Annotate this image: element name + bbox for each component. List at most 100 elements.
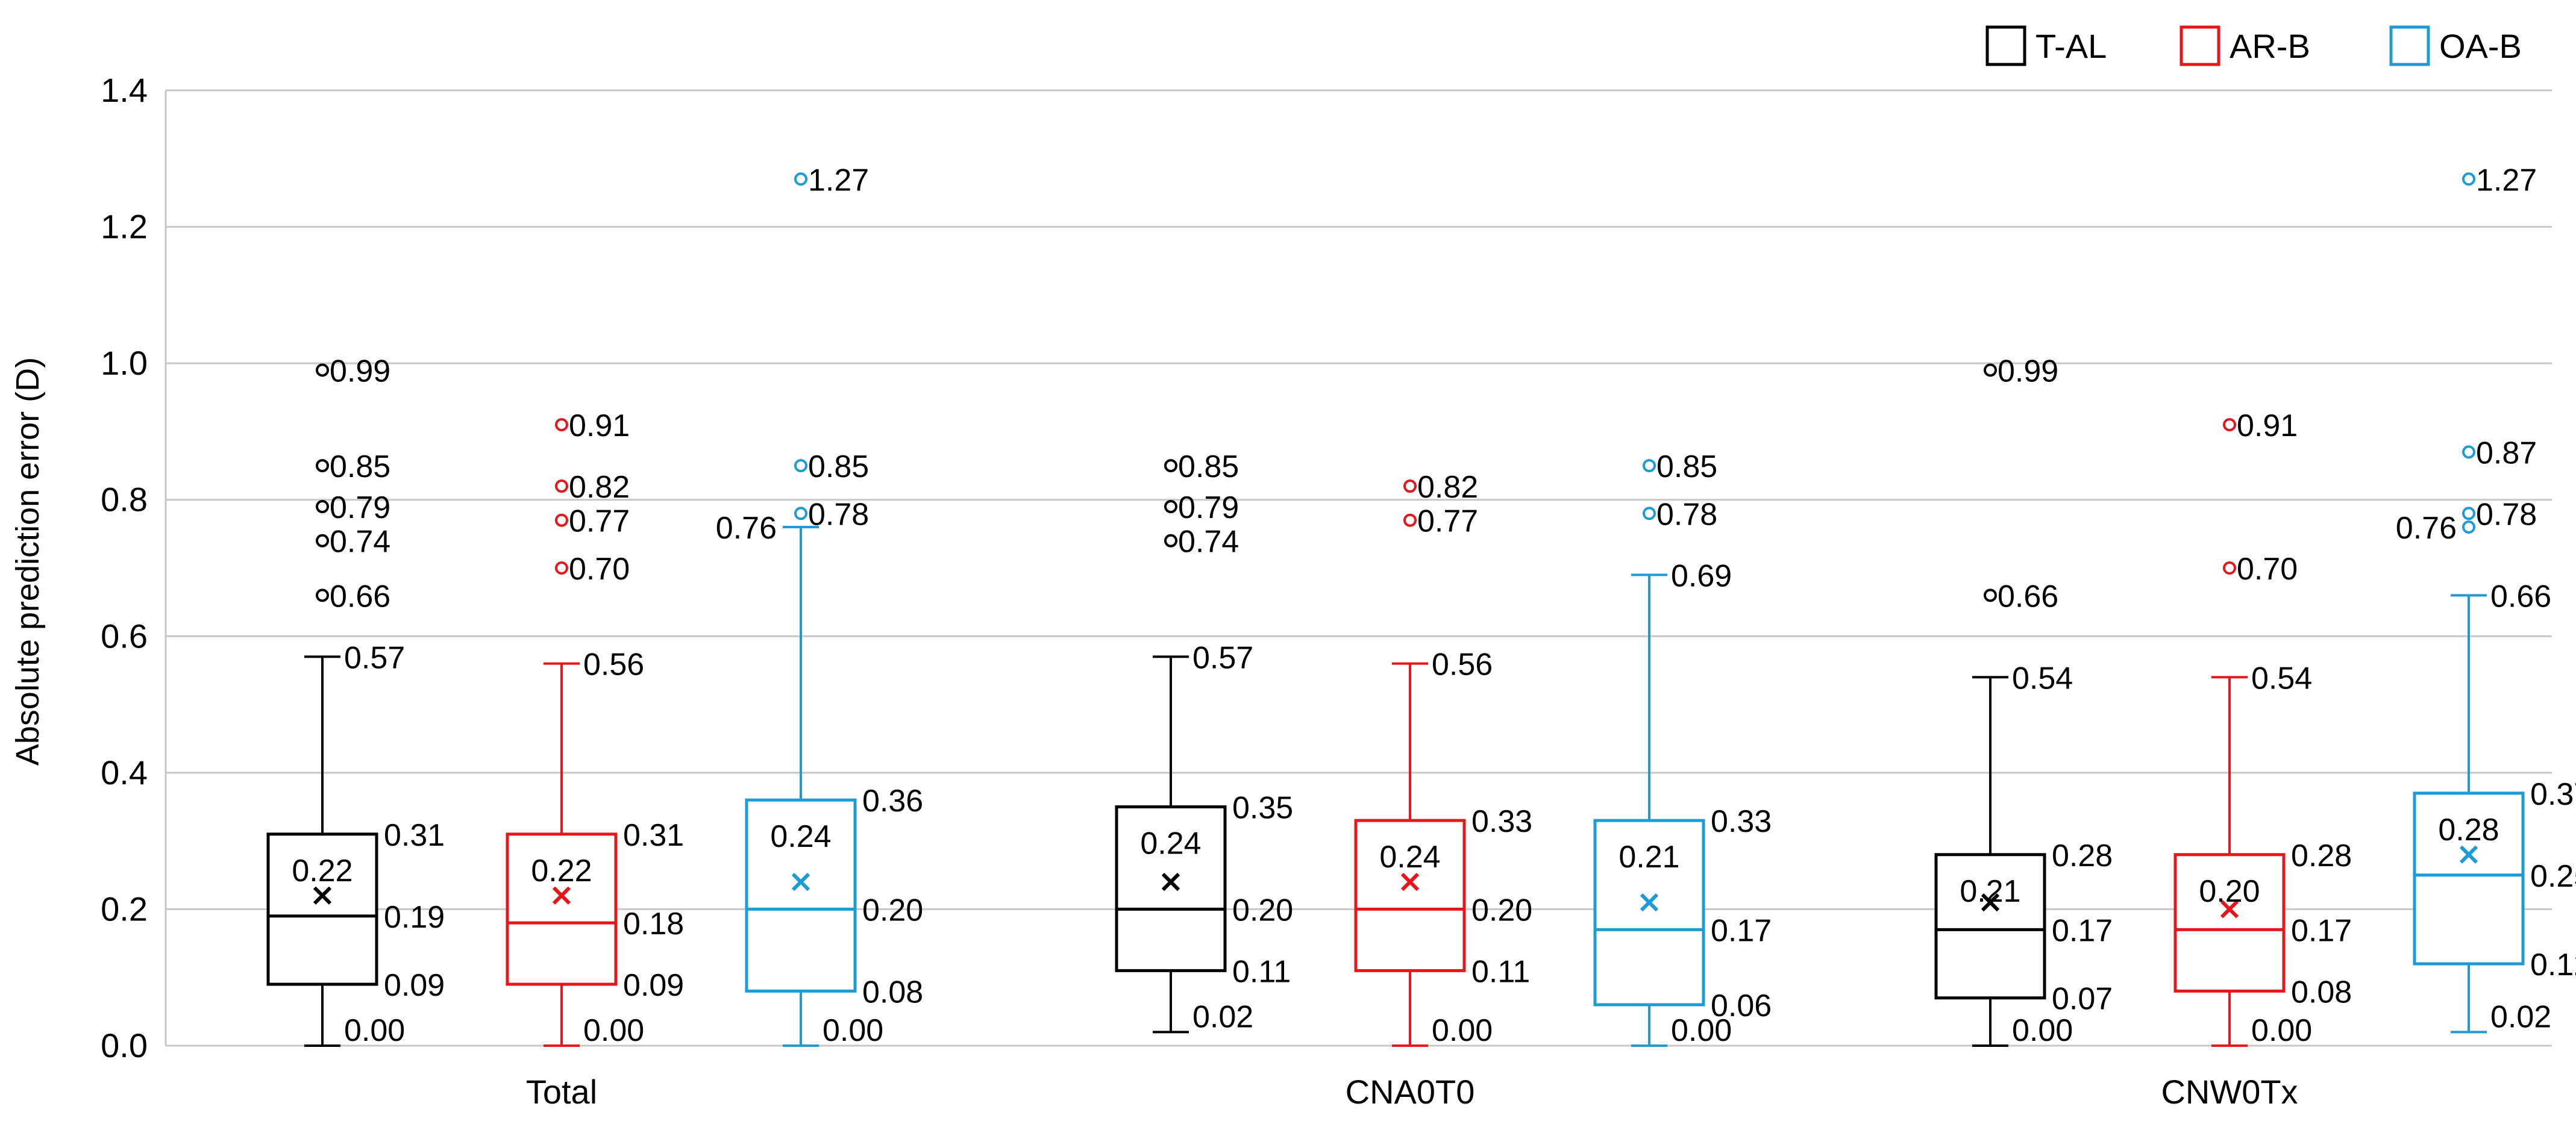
mean-marker <box>552 886 571 905</box>
legend-label-AR-B: AR-B <box>2230 27 2310 65</box>
mean-label: 0.22 <box>531 854 592 888</box>
legend: T-AL AR-B OA-B <box>1985 25 2522 66</box>
max-label: 0.56 <box>583 648 644 682</box>
x-category-label: CNW0Tx <box>2161 1073 2298 1111</box>
iqr-box <box>1115 805 1227 972</box>
q3-label: 0.31 <box>384 818 445 853</box>
min-label: 0.00 <box>1671 1013 1732 1048</box>
outlier-label: 1.27 <box>2476 163 2537 198</box>
max-label: 0.57 <box>1192 640 1253 675</box>
iqr-box <box>2173 853 2286 993</box>
outlier-point <box>1643 459 1656 473</box>
max-label: 0.54 <box>2012 661 2073 696</box>
outlier-label: 0.70 <box>569 552 630 587</box>
outlier-point <box>316 363 329 377</box>
outlier-label: 0.91 <box>569 408 630 443</box>
q1-label: 0.11 <box>1232 954 1291 989</box>
x-axis-category-labels: Total CNA0T0 CNW0Tx <box>526 1073 2298 1111</box>
legend-label-T-AL: T-AL <box>2035 27 2107 65</box>
outlier-label: 0.74 <box>330 525 390 560</box>
iqr-box <box>1934 853 2046 1000</box>
box-CNW0Tx-T-AL: 0.99 0.66 0.28 0.17 0.070.00 0.54 0.21 <box>1934 354 2113 1048</box>
y-tick-label: 1.2 <box>101 208 148 246</box>
q1-label: 0.09 <box>384 968 445 1003</box>
outlier-label: 0.85 <box>330 449 390 484</box>
mean-marker <box>791 872 810 891</box>
q1-label: 0.09 <box>623 968 684 1003</box>
outlier-point <box>316 459 329 473</box>
mean-label: 0.21 <box>1960 874 2020 909</box>
box-CNW0Tx-OA-B: 1.27 0.87 0.78 0.76 0.37 0.25 0.12 0.02 0.66 0.28 <box>2396 163 2576 1034</box>
q1-label: 0.08 <box>862 975 923 1010</box>
outlier-point <box>1984 588 1997 602</box>
outlier-label: 0.87 <box>2476 436 2537 470</box>
outlier-label: 0.78 <box>1656 497 1717 532</box>
min-label: 0.00 <box>344 1013 405 1048</box>
outlier-label: 0.79 <box>330 490 390 525</box>
median-label: 0.17 <box>2052 913 2113 948</box>
mean-label: 0.24 <box>770 819 831 854</box>
box-Total-T-AL: 0.99 0.85 0.790.74 0.66 0.31 0.19 0.09 0.00 0.57… <box>266 354 445 1048</box>
mean-marker <box>2459 845 2478 864</box>
outlier-label: 0.66 <box>1998 579 2058 614</box>
outlier-point <box>1403 479 1417 493</box>
q1-label: 0.11 <box>1471 954 1530 989</box>
min-label: 0.00 <box>2251 1013 2312 1048</box>
outlier-label: 1.27 <box>808 163 869 198</box>
outlier-point <box>1643 507 1656 520</box>
outlier-label: 0.66 <box>330 579 390 614</box>
y-tick-label: 0.4 <box>101 754 148 791</box>
outlier-point <box>1164 459 1177 473</box>
min-label: 0.00 <box>583 1013 644 1048</box>
legend-swatch-AR-B <box>2180 25 2220 66</box>
max-label: 0.56 <box>1432 648 1493 682</box>
max-label: 0.69 <box>1671 558 1732 593</box>
outlier-point <box>2462 172 2475 186</box>
box-CNA0T0-OA-B: 0.85 0.78 0.33 0.17 0.060.00 0.69 0.21 <box>1593 449 1772 1048</box>
q3-label: 0.28 <box>2291 838 2352 873</box>
y-tick-label: 0.0 <box>101 1026 148 1064</box>
median-label: 0.17 <box>2291 913 2352 948</box>
outlier-point <box>316 534 329 548</box>
legend-swatch-T-AL <box>1985 25 2026 66</box>
outlier-label: 0.78 <box>808 497 869 532</box>
outlier-label: 0.70 <box>2237 552 2298 587</box>
box-CNA0T0-T-AL: 0.85 0.790.74 0.35 0.20 0.11 0.02 0.57 0.24 <box>1115 449 1293 1034</box>
median-label: 0.25 <box>2530 859 2576 894</box>
max-label: 0.66 <box>2490 579 2551 614</box>
outlier-label: 0.99 <box>1998 354 2058 389</box>
y-tick-label: 0.6 <box>101 617 148 655</box>
outlier-point <box>316 588 329 602</box>
iqr-box <box>2413 791 2525 966</box>
min-label: 0.02 <box>1192 999 1253 1034</box>
outlier-label: 0.82 <box>1417 470 1478 505</box>
mean-label: 0.21 <box>1619 840 1679 875</box>
mean-marker <box>1161 872 1180 891</box>
outlier-point <box>794 507 807 520</box>
box-CNA0T0-AR-B: 0.820.77 0.33 0.20 0.11 0.00 0.56 0.24 <box>1354 470 1532 1048</box>
min-label: 0.00 <box>1432 1013 1493 1048</box>
box-Total-OA-B: 1.27 0.85 0.78 0.36 0.20 0.080.00 0.76 0.24 <box>716 163 923 1048</box>
q1-label: 0.08 <box>2291 975 2352 1010</box>
min-label: 0.00 <box>2012 1013 2073 1048</box>
mean-label: 0.28 <box>2438 813 2499 848</box>
q1-label: 0.06 <box>1711 988 1772 1023</box>
outlier-point <box>2223 418 2236 432</box>
iqr-box <box>1354 819 1466 972</box>
outlier-point <box>1164 534 1177 548</box>
outlier-point <box>555 561 568 575</box>
mean-label: 0.22 <box>292 854 353 888</box>
q3-label: 0.33 <box>1471 804 1532 839</box>
median-label: 0.20 <box>1471 893 1532 928</box>
box-Total-AR-B: 0.91 0.820.77 0.70 0.31 0.18 0.09 0.00 0.56 0.22 <box>506 408 684 1048</box>
median-label: 0.17 <box>1711 913 1772 948</box>
x-category-label: Total <box>526 1073 597 1111</box>
y-axis-title: Absolute prediction error (D) <box>10 357 46 766</box>
outlier-point <box>794 459 807 473</box>
median-label: 0.20 <box>1232 893 1293 928</box>
outlier-point <box>2462 520 2475 534</box>
q3-label: 0.28 <box>2052 838 2113 873</box>
q3-label: 0.31 <box>623 818 684 853</box>
outlier-label: 0.77 <box>569 504 630 539</box>
y-tick-label: 1.0 <box>101 344 148 382</box>
